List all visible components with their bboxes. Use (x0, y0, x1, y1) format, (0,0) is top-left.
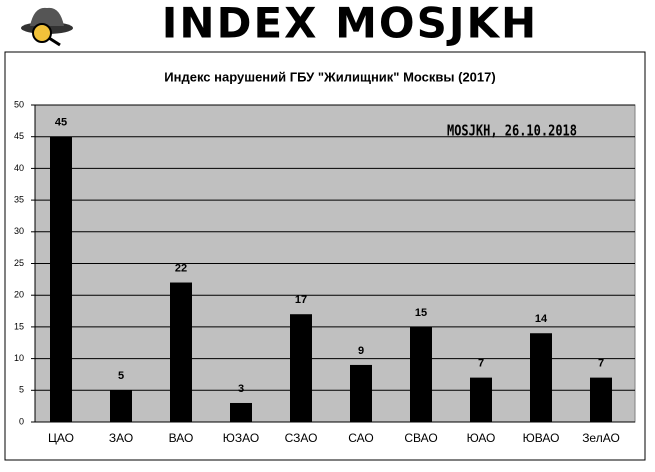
data-label: 22 (175, 262, 187, 274)
x-tick-label: СЗАО (285, 431, 318, 445)
y-tick-label: 10 (14, 353, 24, 363)
x-tick-label: ЦАО (48, 431, 74, 445)
data-label: 3 (238, 383, 244, 395)
data-label: 9 (358, 345, 364, 357)
data-label: 7 (598, 358, 604, 370)
bar (290, 314, 312, 422)
bar (170, 282, 192, 422)
bar (410, 326, 432, 422)
y-tick-label: 20 (14, 290, 24, 300)
y-tick-label: 30 (14, 226, 24, 236)
bar (530, 333, 552, 422)
bar (110, 390, 132, 422)
bar (50, 136, 72, 422)
y-tick-label: 45 (14, 131, 24, 141)
data-label: 15 (415, 307, 427, 319)
y-tick-label: 50 (14, 99, 24, 109)
data-label: 7 (478, 358, 484, 370)
bar (470, 377, 492, 422)
x-tick-label: ЮВАО (523, 431, 560, 445)
header-title: INDEX MOSJKH (162, 0, 538, 48)
x-tick-label: ЮАО (467, 431, 496, 445)
chart-title: Индекс нарушений ГБУ "Жилищник" Москвы (… (164, 69, 495, 84)
x-tick-label: ЮЗАО (223, 431, 259, 445)
y-tick-label: 15 (14, 321, 24, 331)
y-tick-label: 35 (14, 194, 24, 204)
y-tick-label: 25 (14, 258, 24, 268)
y-tick-label: 5 (19, 385, 24, 395)
data-label: 45 (55, 117, 67, 129)
bar (590, 377, 612, 422)
y-tick-label: 0 (19, 416, 24, 426)
x-tick-label: ЗелАО (582, 431, 620, 445)
x-tick-label: СВАО (404, 431, 437, 445)
x-tick-label: ВАО (169, 431, 194, 445)
annotation: MOSJKH, 26.10.2018 (447, 122, 577, 140)
data-label: 14 (535, 313, 548, 325)
x-tick-label: ЗАО (109, 431, 133, 445)
logo-icon (21, 7, 73, 47)
bar (230, 402, 252, 422)
data-label: 17 (295, 294, 307, 306)
y-tick-label: 40 (14, 163, 24, 173)
x-tick-label: САО (348, 431, 373, 445)
data-label: 5 (118, 370, 124, 382)
bar (350, 364, 372, 422)
